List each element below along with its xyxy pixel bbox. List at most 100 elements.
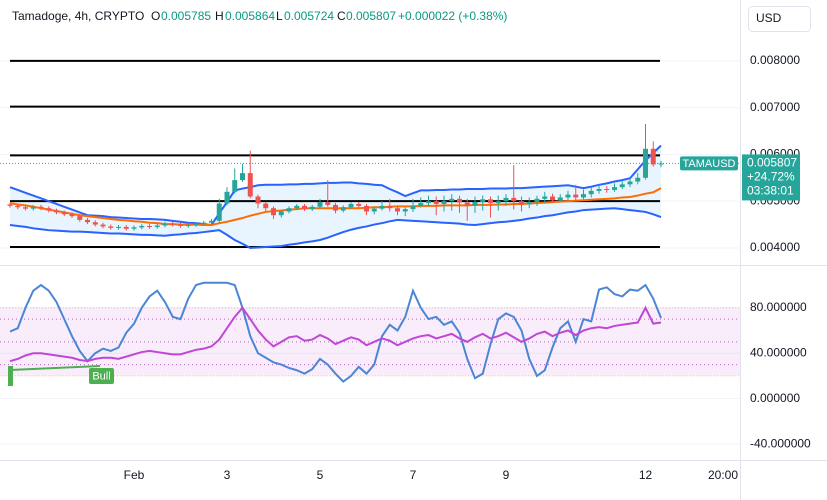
candle-body: [77, 216, 83, 220]
y-tick-label: 0.004000: [750, 240, 800, 254]
candle-body: [557, 197, 563, 201]
candle-body: [550, 196, 555, 201]
candle-body: [178, 224, 183, 226]
candle-body: [232, 180, 238, 192]
close-value: 0.005807: [346, 9, 396, 23]
candle-body: [457, 198, 462, 203]
candle-body: [379, 205, 385, 209]
bull-label: Bull: [92, 370, 110, 382]
candle-body: [433, 201, 439, 204]
x-tick-label: 12: [639, 468, 653, 482]
price-tag-value: 0.005807: [747, 156, 797, 170]
x-tick-label: 3: [224, 468, 231, 482]
x-tick-label: 5: [317, 468, 324, 482]
candle-body: [635, 177, 641, 182]
divergence-marker: [8, 366, 13, 386]
candle-body: [387, 205, 393, 209]
symbol-title: Tamadoge, 4h, CRYPTO: [12, 9, 144, 23]
y-tick-label: 0.007000: [750, 100, 800, 114]
candle-body: [100, 224, 106, 227]
candle-body: [596, 189, 602, 191]
candle-body: [247, 173, 253, 197]
candle-body: [69, 214, 75, 217]
candle-body: [23, 207, 28, 209]
candle-body: [472, 202, 478, 206]
symbol-label: TAMAUSD: [683, 158, 736, 170]
symbol-tag: [680, 156, 738, 171]
candle-body: [565, 194, 571, 198]
candle-body: [612, 187, 617, 190]
candle-body: [371, 208, 377, 212]
price-tag: [742, 154, 800, 201]
candle-body: [650, 148, 656, 165]
change-value: +0.000022 (+0.38%): [398, 9, 507, 23]
candle-body: [92, 222, 98, 225]
candle-body: [209, 220, 214, 223]
candle-body: [317, 202, 323, 207]
high-value: 0.005864: [225, 9, 275, 23]
candle-body: [123, 226, 129, 229]
candle-body: [185, 225, 191, 227]
candle-body: [588, 190, 594, 195]
bull-badge: [89, 368, 114, 384]
candle-body: [216, 203, 222, 221]
candle-body: [627, 181, 633, 185]
close-label: C: [337, 9, 346, 23]
currency-button[interactable]: [748, 6, 811, 32]
overlay-line: [9, 144, 662, 227]
open-label: O: [151, 9, 160, 23]
x-tick-label: 9: [503, 468, 510, 482]
candle-body: [519, 201, 524, 205]
y-tick-label: -40.000000: [750, 436, 811, 450]
candle-body: [255, 196, 261, 204]
candle-body: [116, 226, 121, 228]
low-label: L: [276, 9, 283, 23]
candle-body: [449, 198, 455, 202]
divergence-line: [9, 365, 101, 371]
currency-label[interactable]: USD: [756, 11, 782, 25]
candle-body: [271, 208, 276, 216]
candle-body: [46, 208, 52, 211]
x-tick-label: 7: [410, 468, 417, 482]
candle-body: [503, 197, 509, 202]
rsi-pane: [0, 281, 740, 445]
candle-body: [61, 212, 67, 215]
candle-body: [542, 196, 548, 199]
candle-body: [294, 205, 300, 209]
candle-body: [30, 206, 36, 209]
candle-body: [278, 211, 284, 216]
price-tag-countdown: 03:38:01: [747, 184, 794, 198]
candle-body: [488, 199, 493, 204]
candle-body: [38, 206, 44, 209]
axes: 0.0080000.0070000.0060000.0050000.004000…: [124, 53, 811, 482]
candle-body: [410, 205, 416, 210]
candle-body: [147, 225, 152, 227]
rsi-line: [9, 305, 662, 363]
candle-body: [224, 191, 230, 204]
candle-body: [333, 204, 338, 211]
candle-body: [162, 223, 168, 226]
candle-body: [395, 208, 400, 212]
candle-body: [480, 199, 486, 203]
y-tick-label: 0.000000: [750, 391, 800, 405]
candle-body: [201, 222, 207, 225]
open-value: 0.005785: [161, 9, 211, 23]
candle-body: [193, 224, 199, 226]
candle-body: [356, 203, 362, 206]
candle-body: [309, 206, 315, 210]
candle-body: [263, 203, 269, 209]
candle-body: [54, 210, 59, 213]
price-tag-change: +24.72%: [747, 170, 795, 184]
y-tick-label: 40.000000: [750, 345, 807, 359]
candle-body: [286, 208, 292, 212]
candle-body: [154, 225, 160, 227]
candle-body: [464, 202, 470, 206]
candle-body: [139, 225, 145, 228]
candle-body: [604, 189, 610, 191]
candle-body: [581, 194, 586, 198]
candle-body: [418, 203, 424, 206]
candle-body: [170, 223, 176, 225]
